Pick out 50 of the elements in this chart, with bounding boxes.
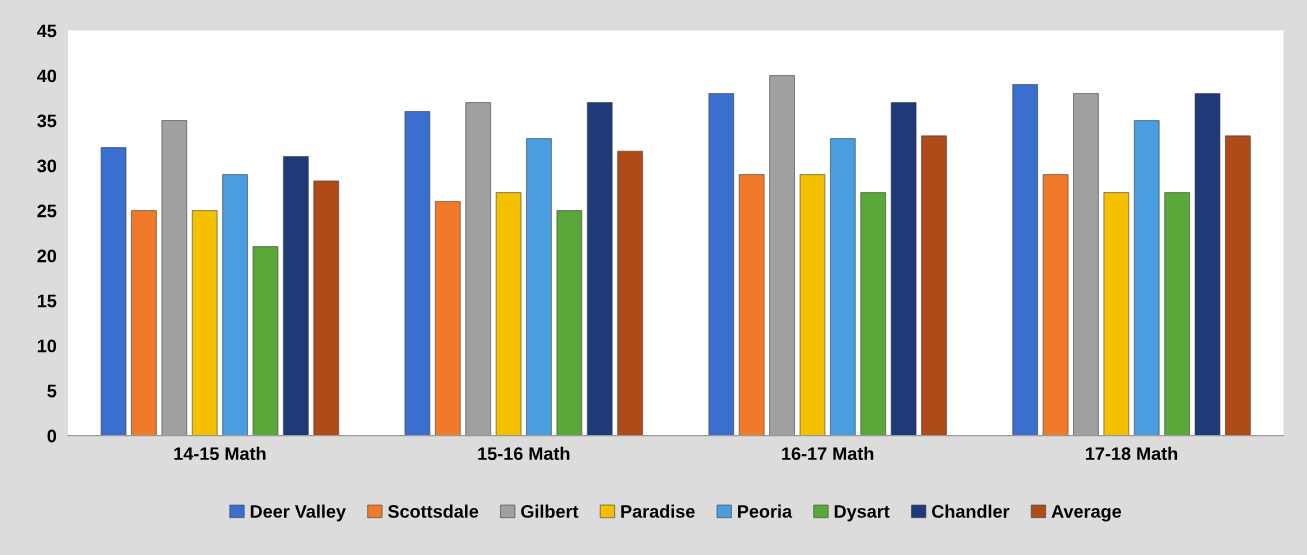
legend-label: Scottsdale xyxy=(388,504,479,518)
bar xyxy=(526,138,552,436)
y-tick-label: 35 xyxy=(37,114,57,128)
bar xyxy=(890,102,917,436)
bar xyxy=(222,174,248,436)
bar xyxy=(1164,192,1190,436)
bar xyxy=(1042,174,1069,436)
bar xyxy=(404,111,431,436)
x-tick-label: 14-15 Math xyxy=(174,446,266,461)
legend-label: Chandler xyxy=(932,504,1010,518)
legend-label: Deer Valley xyxy=(250,504,346,522)
bar xyxy=(435,201,461,436)
bar xyxy=(1133,120,1160,436)
legend-label: Peoria xyxy=(738,504,793,518)
y-tick-label: 30 xyxy=(37,159,57,173)
bar xyxy=(1103,192,1130,436)
y-tick-label: 10 xyxy=(37,339,57,353)
bar xyxy=(313,180,339,436)
x-tick-label: 16-17 Math xyxy=(782,446,874,461)
bar xyxy=(860,192,886,436)
bar xyxy=(830,138,856,436)
y-tick-label: 15 xyxy=(37,294,57,308)
x-tick-label: 17-18 Math xyxy=(1086,446,1178,461)
bar xyxy=(617,150,643,436)
legend-label: Average xyxy=(1051,505,1122,522)
y-tick-label: 20 xyxy=(37,249,57,263)
y-tick-label: 25 xyxy=(37,204,57,218)
bar xyxy=(738,174,765,436)
x-tick-label: 15-16 Math xyxy=(478,446,570,461)
y-tick-label: 40 xyxy=(37,69,57,83)
y-tick-label: 45 xyxy=(37,24,57,38)
bar xyxy=(495,192,522,436)
bar xyxy=(1012,84,1038,436)
bar xyxy=(1225,135,1251,436)
bar xyxy=(556,210,583,436)
y-tick-label: 0 xyxy=(47,429,57,443)
bar xyxy=(100,147,127,436)
legend-label: Paradise xyxy=(621,504,695,518)
bar xyxy=(1194,93,1221,436)
bar xyxy=(283,156,309,436)
bar xyxy=(191,210,218,436)
y-tick-label: 5 xyxy=(47,384,57,398)
bar xyxy=(799,174,826,436)
bar xyxy=(708,93,735,436)
bar xyxy=(252,246,279,436)
bar xyxy=(587,102,613,436)
bar xyxy=(921,135,947,436)
legend-label: Gilbert xyxy=(521,504,579,518)
bar xyxy=(131,210,157,436)
legend-label: Dysart xyxy=(834,505,890,522)
